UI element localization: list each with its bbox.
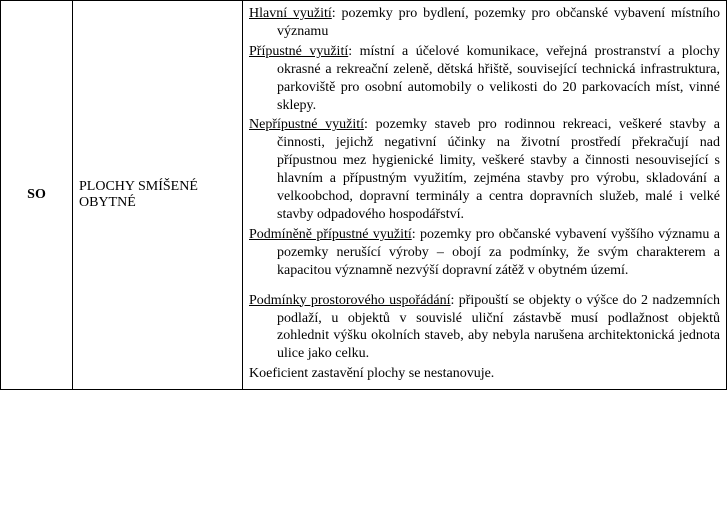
paragraph-label: Nepřípustné využití bbox=[249, 117, 364, 132]
definition-table: SO PLOCHY SMÍŠENÉ OBYTNÉ Hlavní využití:… bbox=[0, 0, 727, 390]
content-cell: Hlavní využití: pozemky pro bydlení, poz… bbox=[243, 1, 727, 390]
paragraph-label: Podmíněně přípustné využití bbox=[249, 227, 412, 242]
content-paragraph: Koeficient zastavění plochy se nestanovu… bbox=[249, 365, 720, 383]
page: SO PLOCHY SMÍŠENÉ OBYTNÉ Hlavní využití:… bbox=[0, 0, 727, 390]
name-cell: PLOCHY SMÍŠENÉ OBYTNÉ bbox=[73, 1, 243, 390]
content-paragraph: Hlavní využití: pozemky pro bydlení, poz… bbox=[249, 5, 720, 41]
paragraph-label: Podmínky prostorového uspořádání bbox=[249, 293, 451, 308]
paragraph-text: Koeficient zastavění plochy se nestanovu… bbox=[249, 366, 494, 381]
code-cell: SO bbox=[1, 1, 73, 390]
paragraph-text: : pozemky staveb pro rodinnou rekreaci, … bbox=[277, 117, 720, 222]
content-paragraph: Podmíněně přípustné využití: pozemky pro… bbox=[249, 226, 720, 280]
name-text: PLOCHY SMÍŠENÉ OBYTNÉ bbox=[79, 179, 198, 210]
content-paragraph: Přípustné využití: místní a účelové komu… bbox=[249, 43, 720, 115]
paragraph-text: : pozemky pro bydlení, pozemky pro občan… bbox=[277, 6, 720, 39]
content-paragraph: Nepřípustné využití: pozemky staveb pro … bbox=[249, 116, 720, 223]
paragraph-label: Hlavní využití bbox=[249, 6, 332, 21]
code-text: SO bbox=[27, 187, 46, 202]
content-paragraph: Podmínky prostorového uspořádání: připou… bbox=[249, 292, 720, 364]
table-row: SO PLOCHY SMÍŠENÉ OBYTNÉ Hlavní využití:… bbox=[1, 1, 727, 390]
paragraph-label: Přípustné využití bbox=[249, 44, 348, 59]
paragraph-spacer bbox=[249, 282, 720, 292]
